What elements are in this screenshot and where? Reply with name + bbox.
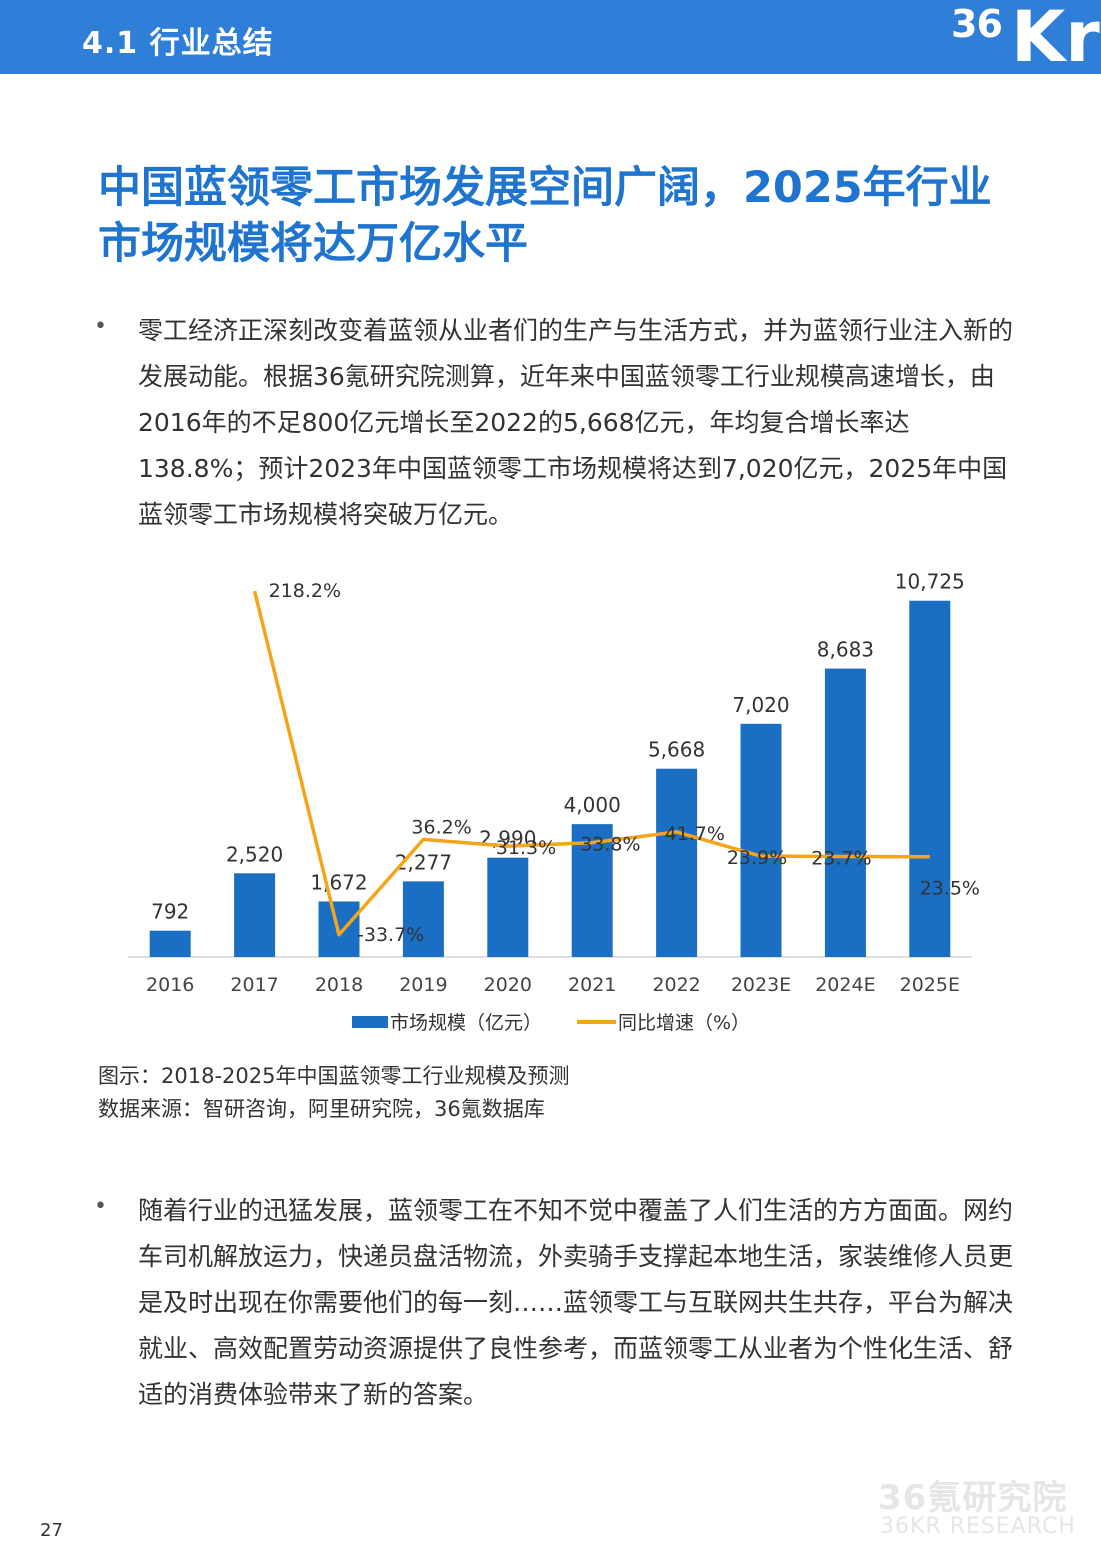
legend-bar-label: 市场规模（亿元） — [390, 1012, 542, 1034]
bar-2021 — [571, 824, 613, 957]
line-label-2019: 36.2% — [411, 816, 471, 838]
watermark-cn: 36氪研究院 — [878, 1478, 1068, 1518]
watermark-en: 36KR RESEARCH — [880, 1514, 1076, 1539]
legend-bar-swatch — [352, 1016, 388, 1028]
x-tick-2023E: 2023E — [731, 974, 791, 996]
x-tick-2017: 2017 — [230, 974, 278, 996]
bar-label-2018: 1,672 — [310, 870, 367, 894]
bar-label-2017: 2,520 — [226, 842, 283, 866]
line-label-2023E: 23.9% — [727, 847, 787, 869]
brand-logo: 36 Kr — [945, 0, 1100, 78]
bar-2020 — [487, 857, 529, 957]
line-label-2017: 218.2% — [269, 580, 341, 602]
bar-label-2024E: 8,683 — [817, 638, 874, 662]
growth-line — [252, 590, 930, 937]
x-tick-2018: 2018 — [315, 974, 363, 996]
main-title: 中国蓝领零工市场发展空间广阔，2025年行业市场规模将达万亿水平 — [98, 163, 992, 269]
x-tick-2016: 2016 — [146, 974, 194, 996]
bar-2023E — [740, 723, 782, 957]
bar-2024E — [824, 668, 866, 957]
data-source-caption: 数据来源：智研咨询，阿里研究院，36氪数据库 — [98, 1097, 545, 1121]
line-label-2025E: 23.5% — [920, 878, 980, 900]
paragraph-impact: 随着行业的迅猛发展，蓝领零工在不知不觉中覆盖了人们生活的方方面面。网约车司机解放… — [138, 1196, 1014, 1409]
x-tick-2020: 2020 — [484, 974, 532, 996]
bar-2017 — [234, 873, 276, 957]
bar-label-2022: 5,668 — [648, 738, 705, 762]
line-label-2024E: 23.7% — [811, 847, 871, 869]
line-label-2018: -33.7% — [357, 924, 424, 946]
paragraph-intro: 零工经济正深刻改变着蓝领从业者们的生产与生活方式，并为蓝领行业注入新的发展动能。… — [138, 316, 1014, 529]
bullet-marker: • — [94, 314, 107, 339]
x-tick-2025E: 2025E — [900, 974, 960, 996]
logo-kr: Kr — [1011, 0, 1100, 78]
bar-2016 — [149, 930, 191, 957]
section-title: 4.1 行业总结 — [82, 26, 274, 61]
bar-label-2023E: 7,020 — [732, 693, 789, 717]
bar-label-2025E: 10,725 — [895, 570, 965, 594]
logo-number: 36 — [951, 2, 1003, 46]
x-tick-2024E: 2024E — [815, 974, 875, 996]
x-tick-2022: 2022 — [652, 974, 700, 996]
bar-2019 — [402, 881, 444, 957]
line-label-2020: 31.3% — [496, 837, 556, 859]
x-tick-2019: 2019 — [399, 974, 447, 996]
header-bar — [0, 0, 1101, 74]
bar-label-2021: 4,000 — [564, 793, 621, 817]
bar-label-2016: 792 — [151, 900, 189, 924]
figure-caption: 图示：2018-2025年中国蓝领零工行业规模及预测 — [98, 1064, 570, 1088]
bar-2022 — [656, 768, 698, 957]
bullet-marker: • — [94, 1194, 107, 1219]
x-tick-2021: 2021 — [568, 974, 616, 996]
line-label-2022: 41.7% — [665, 823, 725, 845]
line-label-2021: 33.8% — [580, 834, 640, 856]
bar-2025E — [909, 600, 951, 957]
page-number: 27 — [40, 1520, 63, 1541]
market-size-chart: 792 2,520 1,672 2,277 2,990 4,000 5,668 7,020 8,… — [100, 555, 1020, 1055]
chart-svg: 7922,5201,6722,2772,9904,0005,6687,0208,… — [128, 570, 980, 1034]
legend-line-label: 同比增速（%） — [618, 1012, 750, 1034]
